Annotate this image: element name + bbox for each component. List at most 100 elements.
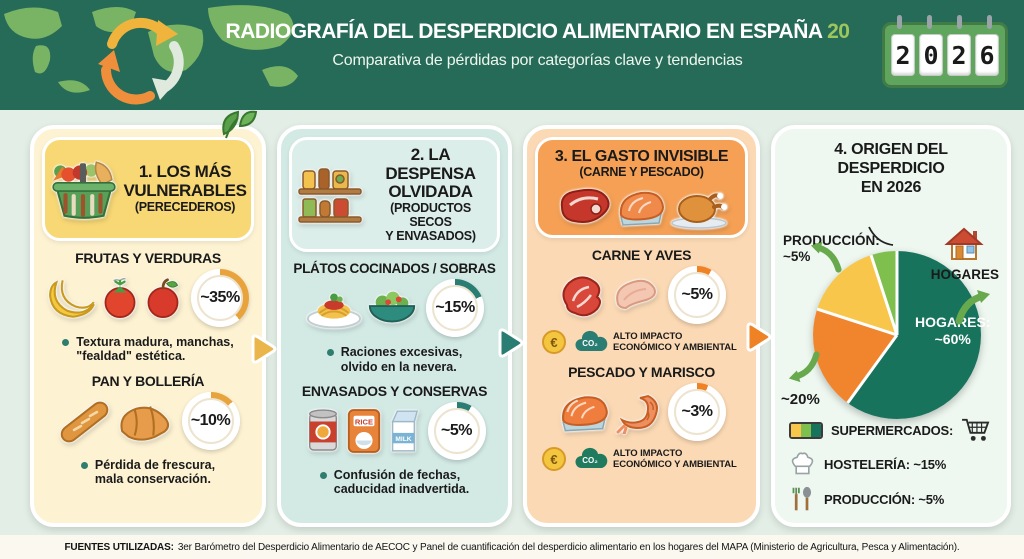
co2-cloud-icon: CO₂ xyxy=(575,331,608,352)
impact-line: ALTO IMPACTO xyxy=(613,330,683,342)
panel-perecederos: 1. LOS MÁS VULNERABLES (PERECEDEROS) FRU… xyxy=(30,125,266,527)
panel2-header-card: 2. LA DESPENSA OLVIDADA (PRODUCTOS SECOS… xyxy=(289,137,500,253)
label-hogares-side: HOGARES xyxy=(930,267,999,282)
section-heading-frutas: FRUTAS Y VERDURAS xyxy=(75,250,221,266)
pan-note: Pérdida de frescura, mala conservación. xyxy=(46,458,250,487)
envasados-note: Confusión de fechas, caducidad inadvertid… xyxy=(293,468,496,497)
percent-value: ~15% xyxy=(435,299,475,317)
pescado-impact-text: ALTO IMPACTO ECONÓMICO Y AMBIENTAL xyxy=(613,448,737,471)
canned-food-icon xyxy=(308,409,337,451)
connector-arrow-icon xyxy=(498,328,524,358)
percent-badge-pescado: ~3% xyxy=(668,383,726,442)
section-heading-pan: PAN Y BOLLERÍA xyxy=(91,372,205,389)
roast-chicken-icon xyxy=(670,193,727,230)
panel4-title-line1: 4. ORIGEN DEL xyxy=(834,141,948,158)
panel2-title: 2. LA DESPENSA OLVIDADA (PRODUCTOS SECOS… xyxy=(368,145,493,243)
euro-coin-icon: € xyxy=(542,447,566,472)
sources-footer: FUENTES UTILIZADAS: 3er Barómetro del De… xyxy=(0,535,1024,559)
carne-impact-row: € CO₂ ALTO IMPACTO ECONÓMICO Y AMBIENTAL xyxy=(541,329,756,355)
utensils-icon xyxy=(792,486,812,511)
calendar-2026: 2 0 2 6 xyxy=(882,15,1008,88)
cart-icon xyxy=(962,418,990,441)
panel4-title: 4. ORIGEN DEL DESPERDICIO EN 2026 xyxy=(775,141,1007,198)
calendar-hook-icon xyxy=(927,15,932,29)
panel3-header-card: 3. EL GASTO INVISIBLE (CARNE Y PESCADO) xyxy=(535,137,748,239)
salmon-steak-icon xyxy=(562,396,608,432)
legend-produccion: PRODUCCIÓN: ~5% xyxy=(789,486,999,513)
pantry-shelf-icon xyxy=(298,167,362,223)
calendar-digit: 6 xyxy=(975,34,999,76)
note-line: caducidad inadvertida. xyxy=(333,482,470,497)
envasados-icon-row: RICE MILK ~5% xyxy=(281,402,508,461)
legend-supermercados: SUPERMERCADOS: xyxy=(789,417,999,443)
chef-hat-icon xyxy=(791,452,814,475)
note-line: Confusión de fechas, xyxy=(333,468,461,483)
panel4-title-line2: DESPERDICIO xyxy=(837,159,945,177)
house-icon xyxy=(944,227,984,260)
note-line: "fealdad" estética. xyxy=(76,349,186,364)
header-titles: RADIOGRAFÍA DEL DESPERDICIO ALIMENTARIO … xyxy=(205,20,870,70)
platos-note: Raciones excesivas, olvido en la nevera. xyxy=(293,345,496,374)
note-line: Pérdida de frescura, xyxy=(94,457,216,472)
croissant-icon xyxy=(119,405,169,441)
salad-bowl-icon xyxy=(368,291,416,323)
co2-cloud-icon: CO₂ xyxy=(575,448,608,469)
euro-symbol: € xyxy=(550,452,557,467)
panel1-title-line1: 1. LOS MÁS xyxy=(138,162,232,182)
section-heading-carne: CARNE Y AVES xyxy=(591,247,692,264)
impact-line: ECONÓMICO Y AMBIENTAL xyxy=(613,342,737,354)
note-line: mala conservación. xyxy=(94,472,211,487)
apple-icon xyxy=(147,278,179,318)
rice-bag-label: RICE xyxy=(354,417,372,426)
tomato-icon xyxy=(104,278,136,318)
co2-label: CO₂ xyxy=(582,339,598,348)
page-subtitle: Comparativa de pérdidas por categorías c… xyxy=(332,52,743,69)
section-heading-envasados: ENVASADOS Y CONSERVAS xyxy=(301,383,488,400)
shrimp-icon xyxy=(616,395,658,435)
header-banner: RADIOGRAFÍA DEL DESPERDICIO ALIMENTARIO … xyxy=(0,0,1024,110)
connector-arrow-icon xyxy=(251,334,277,364)
calendar-digit: 2 xyxy=(891,34,915,76)
world-map-recycle-icon xyxy=(4,5,298,105)
green-arrow-icon xyxy=(810,241,842,273)
main-area: 1. LOS MÁS VULNERABLES (PERECEDEROS) FRU… xyxy=(0,110,1024,559)
bullet-dot-icon xyxy=(319,472,327,480)
section-heading-platos: PLÁTOS COCINADOS / SOBRAS xyxy=(293,261,496,277)
salmon-slice-icon xyxy=(619,192,664,227)
panel1-title: 1. LOS MÁS VULNERABLES (PERECEDEROS) xyxy=(123,163,247,214)
banana-icon xyxy=(49,280,95,318)
percent-badge-pan: ~10% xyxy=(181,391,240,450)
pescado-icon-row: ~3% xyxy=(527,383,756,442)
connector-arrow-icon xyxy=(746,322,772,352)
legend-color-swatch xyxy=(789,421,823,439)
panel-origen: 4. ORIGEN DEL DESPERDICIO EN 2026 PRODUC… xyxy=(771,125,1011,527)
milk-carton-icon: MILK xyxy=(391,410,418,452)
carne-impact-text: ALTO IMPACTO ECONÓMICO Y AMBIENTAL xyxy=(613,331,737,354)
co2-label: CO₂ xyxy=(582,456,598,465)
label-supermercados-value: ~20% xyxy=(781,391,820,408)
chicken-breast-icon xyxy=(616,280,656,310)
raw-meat-icon xyxy=(562,276,601,317)
panel-gasto-invisible: 3. EL GASTO INVISIBLE (CARNE Y PESCADO) xyxy=(523,125,760,527)
panel1-subtitle: (PERECEDEROS) xyxy=(134,199,236,214)
calendar-digit: 2 xyxy=(947,34,971,76)
percent-value: ~10% xyxy=(190,411,231,429)
baguette-icon xyxy=(60,401,108,443)
note-line: Textura madura, manchas, xyxy=(76,335,234,349)
label-hogares-slice: HOGARES: ~60% xyxy=(915,314,990,348)
page-title-text: RADIOGRAFÍA DEL DESPERDICIO ALIMENTARIO … xyxy=(225,20,823,43)
percent-value: ~3% xyxy=(681,403,713,421)
origin-legend: SUPERMERCADOS: HOSTELERÍA: ~15% xyxy=(789,409,999,513)
percent-badge-platos: ~15% xyxy=(426,279,484,338)
pointer-line xyxy=(868,226,894,246)
slice-label-line: ~60% xyxy=(934,330,971,347)
panel1-header-card: 1. LOS MÁS VULNERABLES (PERECEDEROS) xyxy=(42,137,254,241)
pan-icon-row: ~10% xyxy=(34,391,262,450)
sources-label: FUENTES UTILIZADAS: xyxy=(64,541,174,553)
green-arrow-icon xyxy=(788,351,820,383)
platos-icon-row: ~15% xyxy=(281,279,508,338)
percent-badge-envasados: ~5% xyxy=(427,402,486,461)
frutas-note: Textura madura, manchas, "fealdad" estéti… xyxy=(46,335,250,364)
panel2-subtitle-line1: (PRODUCTOS SECOS xyxy=(390,201,471,229)
